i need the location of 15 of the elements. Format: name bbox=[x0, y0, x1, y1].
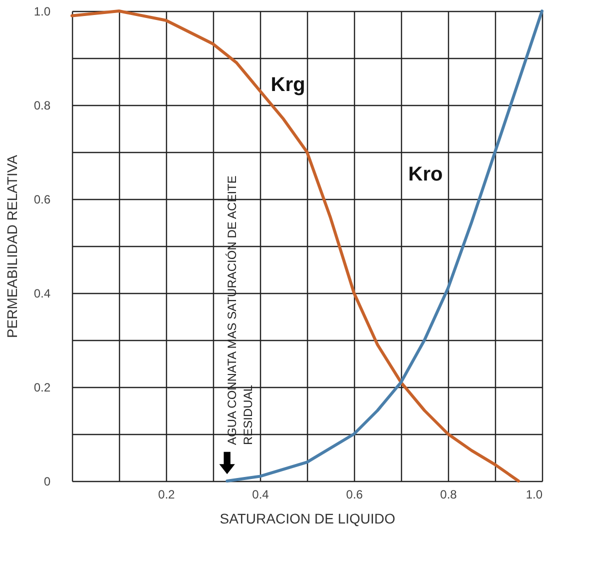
series-label: Krg bbox=[270, 74, 306, 96]
x-tick-label: 0.4 bbox=[252, 488, 270, 502]
y-tick-label: 1.0 bbox=[34, 4, 51, 18]
y-axis-title: PERMEABILIDAD RELATIVA bbox=[4, 154, 20, 338]
x-tick-label: 0.6 bbox=[346, 488, 364, 502]
x-axis-title: SATURACION DE LIQUIDO bbox=[220, 510, 396, 526]
x-tick-label: 1.0 bbox=[526, 488, 543, 502]
y-tick-label: 0.6 bbox=[34, 192, 51, 206]
series-label: Kro bbox=[408, 164, 443, 186]
y-tick-label: 0 bbox=[44, 474, 51, 488]
y-tick-label: 0.4 bbox=[34, 286, 51, 300]
x-tick-label: 0.8 bbox=[440, 488, 458, 502]
x-tick-label: 0.2 bbox=[158, 488, 176, 502]
y-tick-label: 0.8 bbox=[34, 98, 51, 112]
y-tick-label: 0.2 bbox=[34, 380, 51, 394]
